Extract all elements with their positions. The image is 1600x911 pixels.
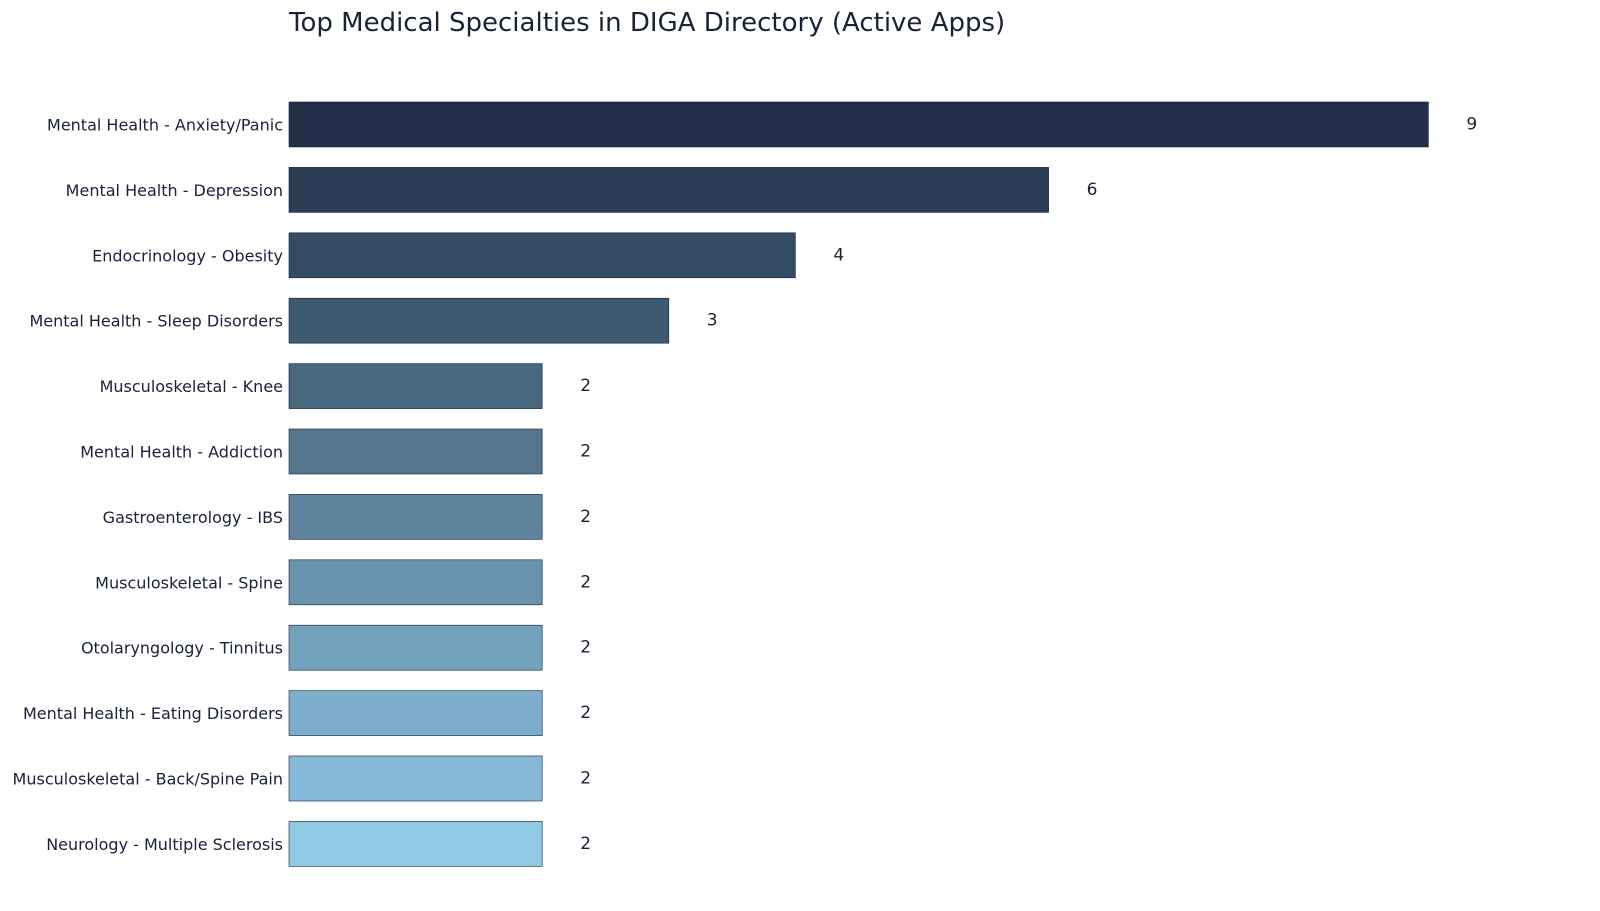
bars-group [288,101,1429,867]
value-label: 2 [580,572,591,592]
category-label: Musculoskeletal - Knee [100,377,283,396]
category-label: Endocrinology - Obesity [92,246,283,265]
category-label: Otolaryngology - Tinnitus [81,639,283,658]
bar [288,232,796,279]
bar [288,624,543,671]
category-label: Mental Health - Addiction [80,443,283,462]
bar [288,690,543,736]
category-label: Mental Health - Depression [66,181,283,200]
value-label: 2 [580,376,591,396]
bar [288,755,543,802]
value-label: 4 [833,245,844,265]
value-label: 6 [1087,180,1098,200]
bar [288,297,670,344]
category-label: Musculoskeletal - Back/Spine Pain [13,770,283,789]
category-label: Mental Health - Anxiety/Panic [47,116,283,135]
value-label: 2 [580,638,591,658]
value-label: 2 [580,769,591,789]
value-label: 2 [580,703,591,723]
bar [288,559,543,606]
category-label: Neurology - Multiple Sclerosis [46,835,283,854]
value-label: 3 [707,311,718,331]
bar [288,167,1049,213]
value-label: 9 [1466,115,1477,135]
chart-title: Top Medical Specialties in DIGA Director… [288,8,1005,38]
bar [288,101,1429,148]
category-label: Mental Health - Sleep Disorders [29,312,283,331]
category-labels-group: Mental Health - Anxiety/Panic Mental Heal… [13,116,283,854]
bar [288,428,543,475]
bar [288,494,543,540]
category-label: Musculoskeletal - Spine [95,573,283,592]
value-label: 2 [580,507,591,527]
value-label: 2 [580,442,591,462]
value-labels-group: 9 6 4 3 2 2 2 2 2 2 2 2 [580,115,1477,854]
category-label: Mental Health - Eating Disorders [23,704,283,723]
category-label: Gastroenterology - IBS [103,508,283,527]
bar [288,821,543,867]
bar [288,363,543,409]
value-label: 2 [580,834,591,854]
